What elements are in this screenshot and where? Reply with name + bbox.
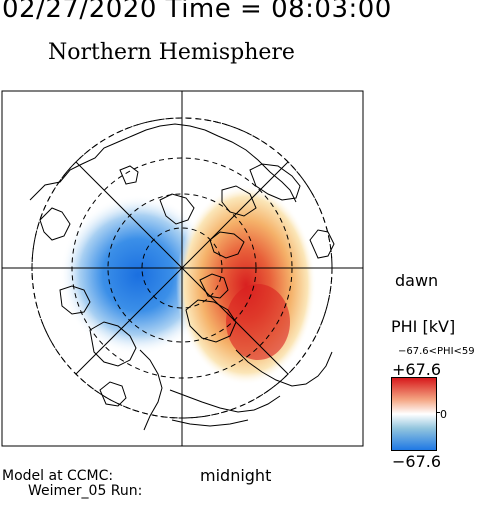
colorbar-min-label: −67.6 [392,452,442,471]
colorbar-zero-tick [436,412,440,413]
colorbar-range: −67.6<PHI<59 [398,346,475,357]
hemisphere-title: Northern Hemisphere [48,40,295,65]
coastlines [29,123,335,431]
datetime-title: 02/27/2020 Time = 08:03:00 [2,0,392,24]
model-info: Model at CCMC: Weimer_05 Run: [2,469,142,499]
midnight-label: midnight [200,466,272,485]
meridian-lines [2,91,363,446]
colorbar-max-label: +67.6 [392,360,442,379]
potential-field [60,185,316,385]
polar-potential-map [1,90,364,447]
negative-potential-cell [60,195,216,355]
model-line-2: Weimer_05 Run: [28,483,143,499]
model-line-1: Model at CCMC: [2,468,114,484]
colorbar-title: PHI [kV] [391,317,456,336]
colorbar-zero-label: 0 [440,408,447,421]
colorbar [391,377,437,451]
dawn-label: dawn [395,271,439,290]
